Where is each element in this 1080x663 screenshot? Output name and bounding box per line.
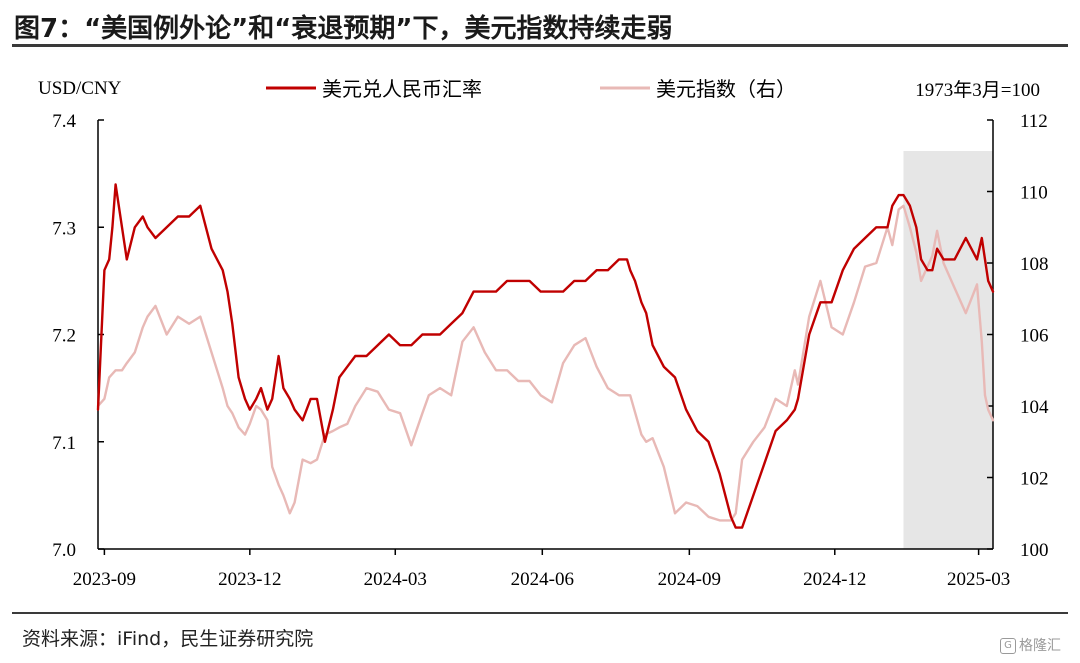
left-tick-label: 7.4 (52, 111, 76, 132)
x-tick-label: 2024-03 (364, 569, 427, 590)
x-tick-label: 2023-09 (73, 569, 136, 590)
figure-header: 图7：“美国例外论”和“衰退预期”下，美元指数持续走弱 (12, 4, 1068, 47)
right-tick-label: 112 (1020, 111, 1048, 132)
series-line-dollar-index (96, 204, 995, 522)
line-chart: 7.0 7.1 7.2 7.3 7.4 100 102 104 106 108 110 112 20… (38, 77, 1049, 590)
left-tick-label: 7.2 (52, 326, 76, 347)
right-tick-label: 106 (1020, 326, 1049, 347)
x-tick-label: 2025-03 (947, 569, 1010, 590)
watermark-logo-icon: G (1000, 638, 1016, 654)
legend-label-usdcny: 美元兑人民币汇率 (322, 77, 482, 101)
right-tick-label: 100 (1020, 540, 1049, 561)
x-tick-label: 2024-09 (658, 569, 721, 590)
right-tick-label: 104 (1020, 397, 1049, 418)
left-axis-ticks: 7.0 7.1 7.2 7.3 7.4 (52, 111, 104, 561)
series-lines (96, 183, 995, 529)
watermark-text: 格隆汇 (1019, 638, 1061, 654)
right-tick-label: 102 (1020, 469, 1049, 490)
left-tick-label: 7.1 (52, 433, 76, 454)
left-axis-label: USD/CNY (38, 78, 122, 99)
footer-divider (12, 612, 1068, 614)
left-tick-label: 7.3 (52, 218, 76, 239)
shaded-region (903, 151, 993, 549)
right-tick-label: 108 (1020, 254, 1049, 275)
x-tick-label: 2024-06 (511, 569, 574, 590)
series-line-usdcny (96, 183, 995, 529)
x-axis-ticks: 2023-09 2023-12 2024-03 2024-06 2024-09 2024-… (73, 549, 1010, 590)
right-axis-ticks: 100 102 104 106 108 110 112 (987, 111, 1049, 561)
left-tick-label: 7.0 (52, 540, 76, 561)
x-tick-label: 2024-12 (803, 569, 866, 590)
legend: 美元兑人民币汇率 美元指数（右） (266, 77, 796, 101)
x-tick-label: 2023-12 (218, 569, 281, 590)
title-divider (12, 44, 1068, 47)
right-axis-label: 1973年3月=100 (915, 79, 1040, 101)
source-note: 资料来源：iFind，民生证券研究院 (22, 628, 314, 650)
watermark: G 格隆汇 (1000, 635, 1061, 655)
figure-title: 图7：“美国例外论”和“衰退预期”下，美元指数持续走弱 (14, 14, 673, 44)
right-tick-label: 110 (1020, 183, 1048, 204)
legend-label-dxy: 美元指数（右） (656, 77, 796, 101)
